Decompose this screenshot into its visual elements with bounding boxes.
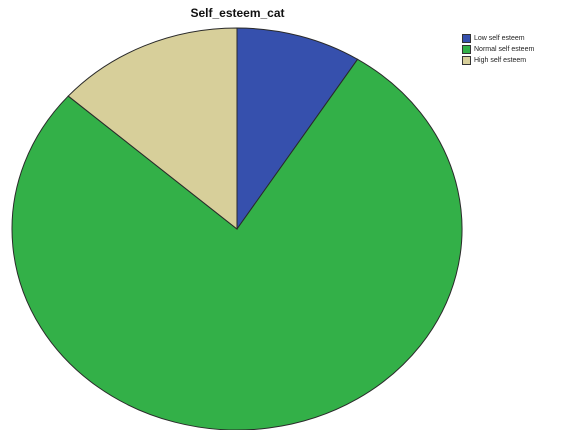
legend-item-2: High self esteem [462, 55, 534, 66]
chart-legend: Low self esteem Normal self esteem High se… [462, 33, 534, 66]
legend-swatch [462, 56, 471, 65]
legend-label: High self esteem [474, 57, 527, 64]
pie-slice-0 [236, 27, 359, 231]
pie-slice-2 [67, 27, 238, 231]
legend-swatch [462, 34, 471, 43]
legend-item-0: Low self esteem [462, 33, 534, 44]
legend-label: Low self esteem [474, 35, 525, 42]
pie-slice-1 [11, 58, 463, 430]
legend-item-1: Normal self esteem [462, 44, 534, 55]
legend-swatch [462, 45, 471, 54]
chart-title: Self_esteem_cat [190, 6, 285, 20]
legend-label: Normal self esteem [474, 46, 535, 53]
